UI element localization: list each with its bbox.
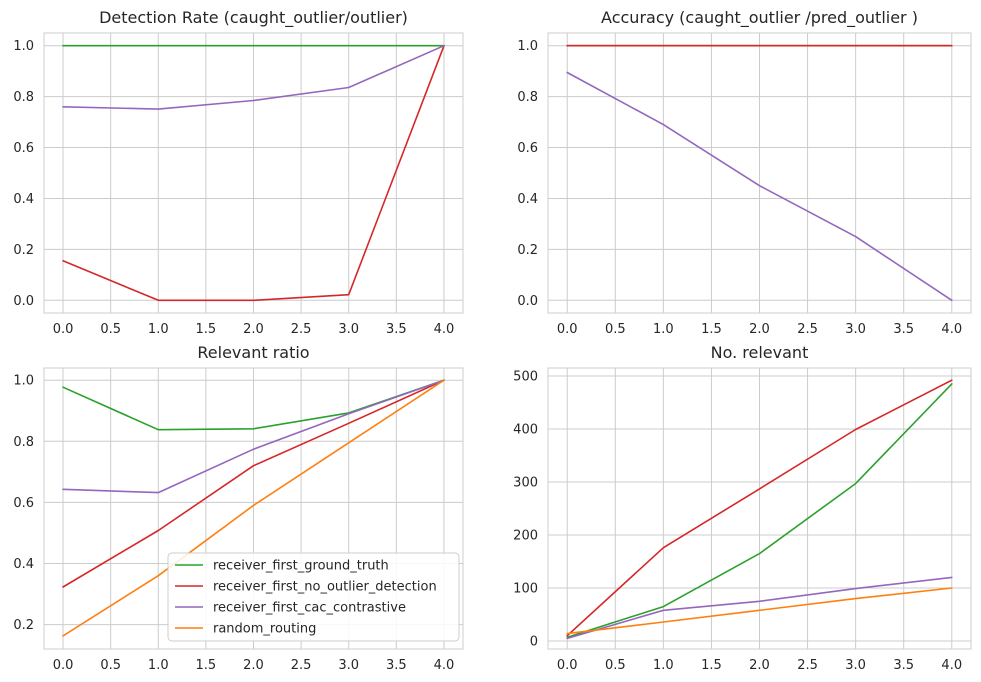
x-tick-label: 0.5 <box>605 658 626 673</box>
series-line-receiver-first-no-outlier-detection <box>566 379 953 637</box>
y-tick-label: 1.0 <box>13 39 34 54</box>
y-tick-label: 0.6 <box>13 496 34 511</box>
x-tick-label: 1.0 <box>148 322 169 337</box>
x-tick-label: 2.5 <box>291 322 312 337</box>
series-line-receiver-first-cac-contrastive <box>566 71 953 302</box>
x-tick-label: 2.0 <box>749 658 770 673</box>
x-tick-label: 3.5 <box>386 322 407 337</box>
legend-label: random_routing <box>213 622 316 637</box>
x-tick-label: 4.0 <box>434 658 455 673</box>
x-tick-label: 1.5 <box>701 322 722 337</box>
y-tick-label: 0.8 <box>13 435 34 450</box>
chart-title: Relevant ratio <box>197 343 309 362</box>
x-tick-label: 3.5 <box>893 658 914 673</box>
series-line-random-routing <box>566 587 953 635</box>
series-line-receiver-first-no-outlier-detection <box>62 379 445 588</box>
x-tick-label: 1.5 <box>701 658 722 673</box>
chart-panel-3: 0.0 0.5 1.0 1.5 2.0 2.5 3.0 3.5 4.0 0.2 0.4 0.6 0.8 1… <box>13 343 464 673</box>
y-tick-label: 0.0 <box>13 294 34 309</box>
x-tick-label: 0.0 <box>53 658 74 673</box>
x-tick-label: 4.0 <box>941 658 962 673</box>
y-tick-label: 0.8 <box>517 90 538 105</box>
legend-label: receiver_first_cac_contrastive <box>213 601 406 616</box>
x-tick-label: 2.5 <box>797 658 818 673</box>
y-tick-label: 0.0 <box>517 294 538 309</box>
y-tick-label: 1.0 <box>517 39 538 54</box>
y-tick-label: 200 <box>513 529 538 544</box>
y-tick-label: 0.6 <box>517 141 538 156</box>
x-tick-label: 3.5 <box>893 322 914 337</box>
legend: receiver_first_ground_truth receiver_firs… <box>167 552 460 642</box>
x-tick-label: 2.0 <box>243 322 264 337</box>
x-tick-label: 1.0 <box>653 322 674 337</box>
chart-panel-4: 0.0 0.5 1.0 1.5 2.0 2.5 3.0 3.5 4.0 0 100 200 300 400… <box>513 343 972 673</box>
x-tick-label: 1.5 <box>196 658 217 673</box>
y-tick-label: 400 <box>513 422 538 437</box>
x-tick-label: 3.0 <box>338 322 359 337</box>
x-tick-label: 1.5 <box>196 322 217 337</box>
x-tick-label: 0.0 <box>53 322 74 337</box>
series-line-receiver-first-cac-contrastive <box>566 576 953 640</box>
x-tick-label: 0.0 <box>557 322 578 337</box>
y-tick-label: 1.0 <box>13 374 34 389</box>
x-tick-label: 4.0 <box>941 322 962 337</box>
x-tick-label: 2.5 <box>797 322 818 337</box>
legend-box <box>167 552 460 642</box>
chart-title: No. relevant <box>711 343 809 362</box>
plot-frame <box>43 367 464 650</box>
y-tick-label: 0.2 <box>13 243 34 258</box>
y-tick-label: 500 <box>513 369 538 384</box>
y-tick-label: 300 <box>513 475 538 490</box>
x-tick-label: 3.5 <box>386 658 407 673</box>
plot-frame <box>547 367 972 650</box>
series-line-receiver-first-cac-contrastive <box>62 44 445 110</box>
y-tick-label: 0.2 <box>13 618 34 633</box>
chart-panel-2: 0.0 0.5 1.0 1.5 2.0 2.5 3.0 3.5 4.0 0.0 0.2 0.4 0.6 0… <box>517 8 972 337</box>
x-tick-label: 2.5 <box>291 658 312 673</box>
y-tick-label: 0.4 <box>517 192 538 207</box>
chart-title: Detection Rate (caught_outlier/outlier) <box>99 8 408 28</box>
series-line-receiver-first-no-outlier-detection <box>62 44 445 302</box>
legend-label: receiver_first_ground_truth <box>213 559 389 574</box>
x-tick-label: 4.0 <box>434 322 455 337</box>
x-tick-label: 3.0 <box>845 658 866 673</box>
plot-frame <box>43 32 464 314</box>
x-tick-label: 1.0 <box>653 658 674 673</box>
x-tick-label: 3.0 <box>338 658 359 673</box>
x-tick-label: 0.5 <box>100 658 121 673</box>
x-tick-label: 3.0 <box>845 322 866 337</box>
x-tick-label: 0.0 <box>557 658 578 673</box>
y-tick-label: 0 <box>530 635 538 650</box>
series-line-random-routing <box>62 379 445 637</box>
y-tick-label: 0.2 <box>517 243 538 258</box>
y-tick-label: 0.4 <box>13 557 34 572</box>
y-tick-label: 0.6 <box>13 141 34 156</box>
y-tick-label: 0.8 <box>13 90 34 105</box>
legend-label: receiver_first_no_outlier_detection <box>213 580 437 595</box>
y-tick-label: 0.4 <box>13 192 34 207</box>
series-line-receiver-first-cac-contrastive <box>62 379 445 494</box>
x-tick-label: 0.5 <box>605 322 626 337</box>
x-tick-label: 0.5 <box>100 322 121 337</box>
plot-frame <box>547 32 972 314</box>
series-line-receiver-first-ground-truth <box>566 383 953 639</box>
x-tick-label: 2.0 <box>749 322 770 337</box>
y-tick-label: 100 <box>513 582 538 597</box>
chart-title: Accuracy (caught_outlier /pred_outlier ) <box>601 8 918 28</box>
x-tick-label: 2.0 <box>243 658 264 673</box>
chart-panel-1: 0.0 0.5 1.0 1.5 2.0 2.5 3.0 3.5 4.0 0.0 0.2 0.4 0.6 0… <box>13 8 464 337</box>
x-tick-label: 1.0 <box>148 658 169 673</box>
